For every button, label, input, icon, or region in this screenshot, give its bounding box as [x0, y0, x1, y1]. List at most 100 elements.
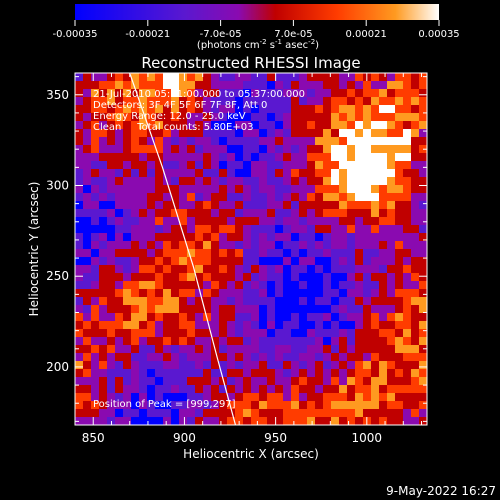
heatmap-pixel	[187, 225, 196, 234]
heatmap-pixel	[75, 289, 84, 298]
heatmap-pixel	[259, 161, 268, 170]
heatmap-pixel	[195, 113, 204, 122]
heatmap-pixel	[99, 353, 108, 362]
heatmap-pixel	[107, 289, 116, 298]
heatmap-pixel	[363, 193, 372, 202]
heatmap-pixel	[251, 121, 260, 130]
heatmap-pixel	[283, 73, 292, 82]
heatmap-pixel	[275, 265, 284, 274]
heatmap-pixel	[195, 281, 204, 290]
solar-limb-line	[129, 73, 237, 425]
heatmap-pixel	[131, 417, 140, 425]
heatmap-pixel	[395, 121, 404, 130]
heatmap-pixel	[179, 209, 188, 218]
heatmap-pixel	[251, 97, 260, 106]
heatmap-pixel	[243, 289, 252, 298]
heatmap-pixel	[259, 233, 268, 242]
heatmap-pixel	[115, 281, 124, 290]
heatmap-pixel	[83, 185, 92, 194]
heatmap-pixel	[179, 417, 188, 425]
heatmap-pixel	[163, 209, 172, 218]
heatmap-pixel	[83, 145, 92, 154]
heatmap-pixel	[131, 185, 140, 194]
heatmap-pixel	[291, 81, 300, 90]
heatmap-pixel	[107, 177, 116, 186]
heatmap-pixel	[315, 129, 324, 138]
heatmap-pixel	[355, 185, 364, 194]
heatmap-pixel	[83, 345, 92, 354]
heatmap-pixel	[251, 297, 260, 306]
heatmap-pixel	[251, 209, 260, 218]
heatmap-pixel	[155, 129, 164, 138]
heatmap-pixel	[115, 353, 124, 362]
heatmap-pixel	[187, 201, 196, 210]
heatmap-pixel	[411, 321, 420, 330]
heatmap-pixel	[171, 337, 180, 346]
heatmap-pixel	[355, 97, 364, 106]
heatmap-pixel	[283, 305, 292, 314]
heatmap-pixel	[395, 89, 404, 98]
heatmap-pixel	[411, 145, 420, 154]
heatmap-pixel	[179, 385, 188, 394]
heatmap-pixel	[307, 97, 316, 106]
heatmap-pixel	[411, 97, 420, 106]
heatmap-pixel	[251, 401, 260, 410]
heatmap-pixel	[307, 113, 316, 122]
heatmap-pixel	[283, 417, 292, 425]
heatmap-pixel	[227, 377, 236, 386]
heatmap-pixel	[107, 273, 116, 282]
heatmap-pixel	[283, 393, 292, 402]
heatmap-pixel	[99, 145, 108, 154]
heatmap-pixel	[395, 209, 404, 218]
heatmap-pixel	[315, 225, 324, 234]
heatmap-pixel	[339, 185, 348, 194]
heatmap-pixel	[147, 273, 156, 282]
heatmap-pixel	[411, 201, 420, 210]
annotation-time-range: 21-Jul-2010 05:31:00.000 to 05:37:00.000	[93, 89, 305, 100]
heatmap-pixel	[83, 305, 92, 314]
heatmap-pixel	[179, 121, 188, 130]
heatmap-pixel	[275, 81, 284, 90]
heatmap-pixel	[259, 209, 268, 218]
heatmap-pixel	[347, 169, 356, 178]
heatmap-pixel	[75, 161, 84, 170]
heatmap-pixel	[163, 385, 172, 394]
heatmap-pixel	[379, 337, 388, 346]
heatmap-pixel	[291, 265, 300, 274]
heatmap-pixel	[107, 233, 116, 242]
heatmap-pixel	[235, 369, 244, 378]
heatmap-pixel	[267, 209, 276, 218]
heatmap-pixel	[363, 121, 372, 130]
heatmap-pixel	[107, 217, 116, 226]
heatmap-pixel	[211, 401, 220, 410]
heatmap-pixel	[339, 105, 348, 114]
heatmap-pixel	[203, 313, 212, 322]
heatmap-pixel	[99, 377, 108, 386]
heatmap-pixel	[163, 185, 172, 194]
heatmap-pixel	[419, 89, 427, 98]
heatmap-pixel	[323, 257, 332, 266]
heatmap-pixel	[283, 145, 292, 154]
heatmap-pixel	[275, 361, 284, 370]
heatmap-pixel	[411, 265, 420, 274]
heatmap-pixel	[355, 297, 364, 306]
heatmap-pixel	[371, 345, 380, 354]
heatmap-pixel	[355, 193, 364, 202]
heatmap-pixel	[339, 369, 348, 378]
heatmap-pixel	[387, 393, 396, 402]
heatmap-pixel	[267, 337, 276, 346]
heatmap-pixel	[75, 345, 84, 354]
heatmap-pixel	[115, 89, 124, 98]
heatmap-pixel	[251, 313, 260, 322]
heatmap-pixel	[291, 121, 300, 130]
heatmap-pixel	[83, 193, 92, 202]
heatmap-pixel	[339, 113, 348, 122]
heatmap-pixel	[115, 161, 124, 170]
heatmap-pixel	[283, 105, 292, 114]
heatmap-pixel	[75, 393, 84, 402]
heatmap-pixel	[147, 321, 156, 330]
heatmap-pixel	[363, 321, 372, 330]
heatmap-pixel	[139, 265, 148, 274]
heatmap-pixel	[403, 385, 412, 394]
heatmap-pixel	[147, 281, 156, 290]
